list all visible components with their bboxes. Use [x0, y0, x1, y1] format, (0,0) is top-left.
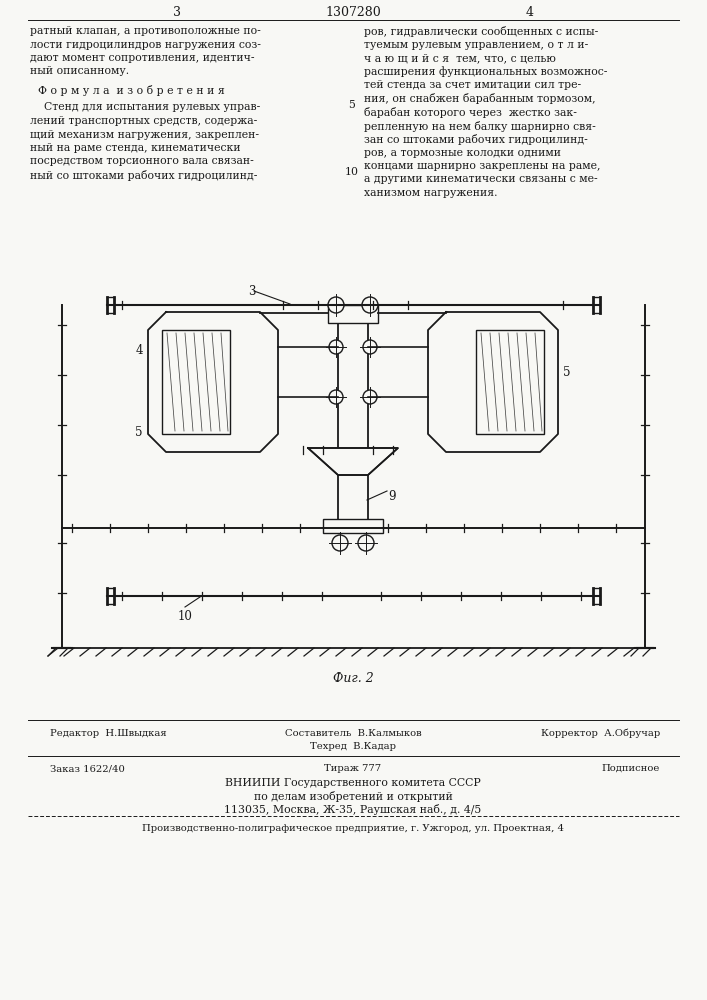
Text: 3: 3 — [173, 6, 181, 19]
Text: ный описанному.: ный описанному. — [30, 66, 129, 77]
Text: лений транспортных средств, содержа-: лений транспортных средств, содержа- — [30, 116, 257, 126]
Text: ный на раме стенда, кинематически: ный на раме стенда, кинематически — [30, 143, 240, 153]
Bar — [323, 519, 383, 533]
Text: по делам изобретений и открытий: по делам изобретений и открытий — [254, 791, 452, 802]
Text: 5: 5 — [136, 426, 143, 438]
Text: ханизмом нагружения.: ханизмом нагружения. — [364, 188, 498, 198]
Text: ров, гидравлически сообщенных с испы-: ров, гидравлически сообщенных с испы- — [364, 26, 598, 37]
Circle shape — [358, 535, 374, 551]
Text: 4: 4 — [136, 344, 143, 357]
Circle shape — [332, 535, 348, 551]
Circle shape — [329, 340, 343, 354]
Text: 1307280: 1307280 — [325, 6, 381, 19]
Text: Заказ 1622/40: Заказ 1622/40 — [50, 764, 125, 773]
Text: 113035, Москва, Ж-35, Раушская наб., д. 4/5: 113035, Москва, Ж-35, Раушская наб., д. … — [224, 804, 481, 815]
Text: ВНИИПИ Государственного комитета СССР: ВНИИПИ Государственного комитета СССР — [225, 778, 481, 788]
Bar — [328, 305, 378, 323]
Text: 4: 4 — [526, 6, 534, 19]
Bar — [162, 330, 230, 434]
Text: туемым рулевым управлением, о т л и-: туемым рулевым управлением, о т л и- — [364, 39, 588, 49]
Text: ратный клапан, а противоположные по-: ратный клапан, а противоположные по- — [30, 26, 261, 36]
Text: а другими кинематически связаны с ме-: а другими кинематически связаны с ме- — [364, 174, 597, 184]
Circle shape — [362, 297, 378, 313]
Text: ров, а тормозные колодки одними: ров, а тормозные колодки одними — [364, 147, 561, 157]
Text: Ф о р м у л а  и з о б р е т е н и я: Ф о р м у л а и з о б р е т е н и я — [38, 85, 225, 96]
Text: Тираж 777: Тираж 777 — [325, 764, 382, 773]
Circle shape — [363, 390, 377, 404]
Text: лости гидроцилиндров нагружения соз-: лости гидроцилиндров нагружения соз- — [30, 39, 261, 49]
Text: ния, он снабжен барабанным тормозом,: ния, он снабжен барабанным тормозом, — [364, 94, 595, 104]
Text: Производственно-полиграфическое предприятие, г. Ужгород, ул. Проектная, 4: Производственно-полиграфическое предприя… — [142, 824, 564, 833]
Circle shape — [329, 390, 343, 404]
Text: щий механизм нагружения, закреплен-: щий механизм нагружения, закреплен- — [30, 129, 259, 139]
Text: расширения функциональных возможнос-: расширения функциональных возможнос- — [364, 66, 607, 77]
Text: Фиг. 2: Фиг. 2 — [332, 672, 373, 685]
Text: Стенд для испытания рулевых управ-: Стенд для испытания рулевых управ- — [30, 103, 260, 112]
Polygon shape — [308, 448, 398, 475]
Text: дают момент сопротивления, идентич-: дают момент сопротивления, идентич- — [30, 53, 255, 63]
Text: ный со штоками рабочих гидроцилинд-: ный со штоками рабочих гидроцилинд- — [30, 170, 257, 181]
Circle shape — [328, 297, 344, 313]
Text: 10: 10 — [178, 610, 193, 623]
Text: 5: 5 — [349, 100, 356, 109]
Text: концами шарнирно закреплены на раме,: концами шарнирно закреплены на раме, — [364, 161, 600, 171]
Circle shape — [363, 340, 377, 354]
Text: тей стенда за счет имитации сил тре-: тей стенда за счет имитации сил тре- — [364, 80, 581, 90]
Text: 9: 9 — [388, 490, 395, 503]
Text: 5: 5 — [563, 365, 571, 378]
Text: зан со штоками рабочих гидроцилинд-: зан со штоками рабочих гидроцилинд- — [364, 134, 588, 145]
Text: Редактор  Н.Швыдкая: Редактор Н.Швыдкая — [50, 729, 167, 738]
Text: Техред  В.Кадар: Техред В.Кадар — [310, 742, 396, 751]
Text: Корректор  А.Обручар: Корректор А.Обручар — [541, 729, 660, 738]
Polygon shape — [428, 312, 558, 452]
Text: посредством торсионного вала связан-: посредством торсионного вала связан- — [30, 156, 254, 166]
Text: Подписное: Подписное — [602, 764, 660, 773]
Text: ч а ю щ и й с я  тем, что, с целью: ч а ю щ и й с я тем, что, с целью — [364, 53, 556, 63]
Polygon shape — [148, 312, 278, 452]
Bar — [338, 305, 368, 523]
Bar — [476, 330, 544, 434]
Text: репленную на нем балку шарнирно свя-: репленную на нем балку шарнирно свя- — [364, 120, 596, 131]
Text: 10: 10 — [345, 167, 359, 177]
Text: Составитель  В.Калмыков: Составитель В.Калмыков — [285, 729, 421, 738]
Text: барабан которого через  жестко зак-: барабан которого через жестко зак- — [364, 107, 577, 118]
Text: 3: 3 — [248, 285, 255, 298]
